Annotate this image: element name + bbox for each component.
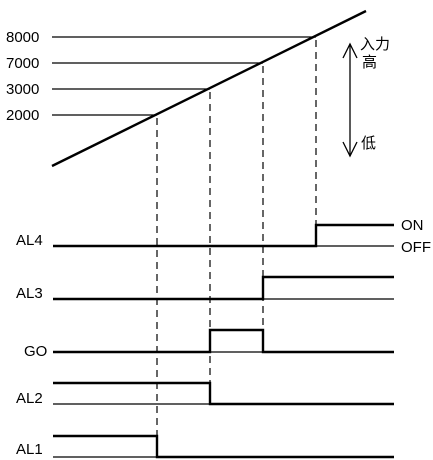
input-level-arrow bbox=[342, 42, 358, 158]
signal-label-al1: AL1 bbox=[16, 441, 43, 458]
input-label: 入力 bbox=[360, 35, 390, 53]
signal-label-al3: AL3 bbox=[16, 285, 43, 302]
signal-trace-al2 bbox=[53, 381, 394, 406]
signal-trace-al3 bbox=[53, 275, 394, 301]
threshold-label-7000: 7000 bbox=[6, 55, 39, 72]
signal-trace-al1 bbox=[53, 434, 394, 459]
input-low-label: 低 bbox=[361, 134, 376, 152]
signal-trace-go bbox=[53, 328, 394, 354]
signal-label-go: GO bbox=[24, 343, 47, 360]
state-label-off: OFF bbox=[401, 239, 431, 256]
signal-label-al4: AL4 bbox=[16, 232, 43, 249]
threshold-label-2000: 2000 bbox=[6, 107, 39, 124]
state-label-on: ON bbox=[401, 217, 424, 234]
signal-trace-al4 bbox=[53, 223, 394, 248]
input-high-label: 高 bbox=[362, 53, 377, 71]
threshold-label-8000: 8000 bbox=[6, 29, 39, 46]
threshold-label-3000: 3000 bbox=[6, 81, 39, 98]
signal-label-al2: AL2 bbox=[16, 390, 43, 407]
input-ramp-line bbox=[51, 9, 367, 168]
